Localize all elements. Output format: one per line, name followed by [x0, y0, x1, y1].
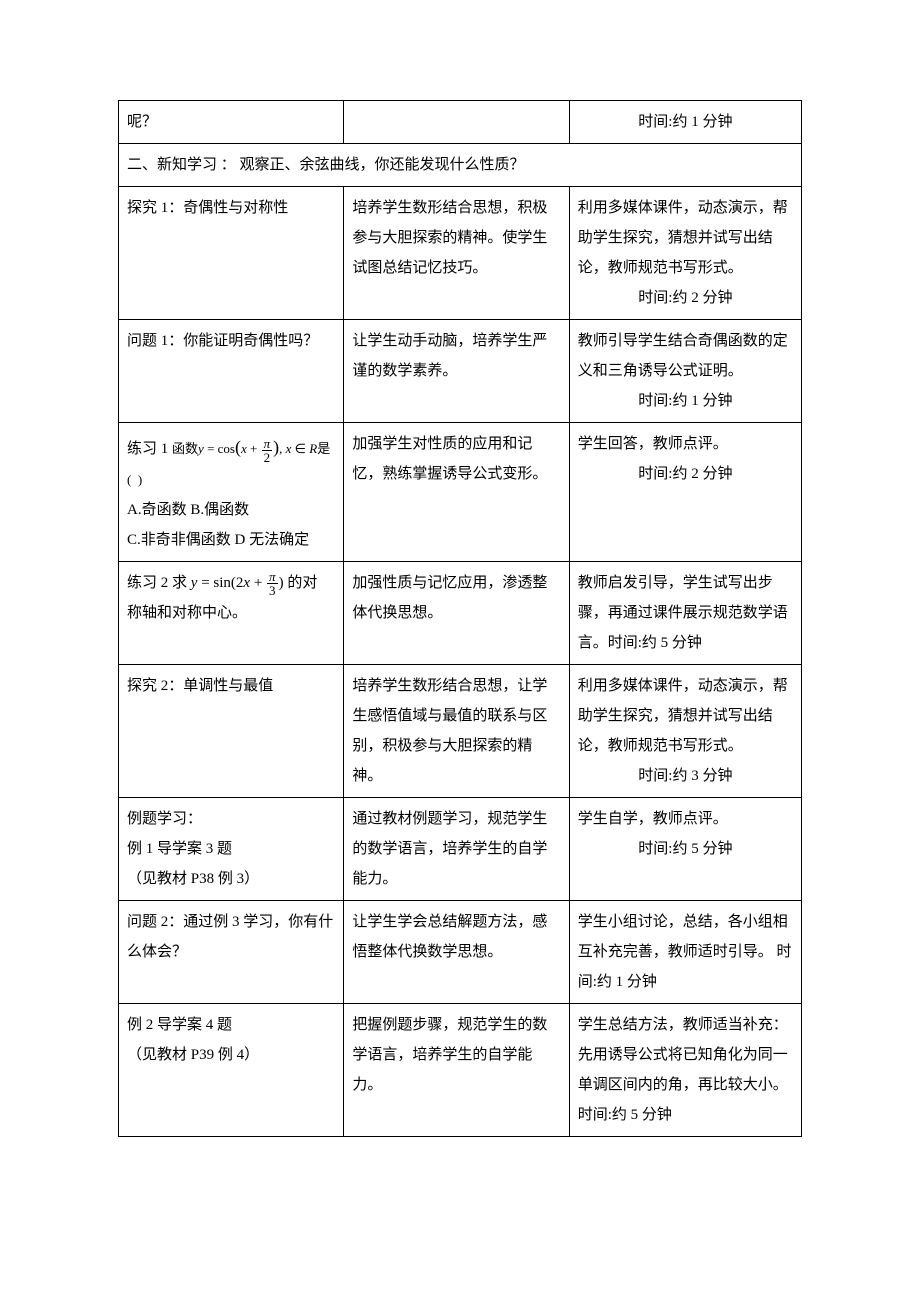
table-row: 探究 2：单调性与最值 培养学生数形结合思想，让学生感悟值域与最值的联系与区别，积…: [119, 665, 802, 798]
cell-line: 练习 2 求 y = sin(2x + π3) 的对: [127, 568, 335, 598]
table-cell: 让学生动手动脑，培养学生严谨的数学素养。: [344, 320, 569, 423]
cell-tail: 时间:约 2 分钟: [578, 459, 793, 489]
cell-text: 加强性质与记忆应用，渗透整体代换思想。: [352, 575, 547, 621]
table-row: 例题学习：例 1 导学案 3 题（见教材 P38 例 3）通过教材例题学习，规范…: [119, 798, 802, 901]
table-cell: 练习 2 求 y = sin(2x + π3) 的对称轴和对称中心。: [119, 562, 344, 665]
lesson-plan-table: 呢？时间:约 1 分钟二、新知学习 ： 观察正、余弦曲线，你还能发现什么性质？探…: [118, 100, 802, 1137]
cell-line: 例题学习：: [127, 804, 335, 834]
cell-tail: 时间:约 5 分钟: [578, 834, 793, 864]
table-cell: 利用多媒体课件，动态演示，帮助学生探究，猜想并试写出结论，教师规范书写形式。时间…: [569, 187, 801, 320]
text: 练习 1: [127, 441, 172, 457]
cell-line: A.奇函数 B.偶函数: [127, 495, 335, 525]
cell-line: 例 1 导学案 3 题: [127, 834, 335, 864]
table-row: 问题 1：你能证明奇偶性吗？ 让学生动手动脑，培养学生严谨的数学素养。 教师引导学…: [119, 320, 802, 423]
table-cell: 学生回答，教师点评。时间:约 2 分钟: [569, 423, 801, 562]
table-cell: 学生小组讨论，总结，各小组相互补充完善，教师适时引导。 时间:约 1 分钟: [569, 901, 801, 1004]
section-header: 二、新知学习 ： 观察正、余弦曲线，你还能发现什么性质？: [119, 144, 802, 187]
table-row: 练习 2 求 y = sin(2x + π3) 的对称轴和对称中心。加强性质与记…: [119, 562, 802, 665]
cell-text: 时间:约 1 分钟: [638, 114, 732, 130]
table-cell: 探究 2：单调性与最值: [119, 665, 344, 798]
cell-text: 把握例题步骤，规范学生的数学语言，培养学生的自学能力。: [352, 1017, 547, 1093]
cell-line: 例 2 导学案 4 题: [127, 1010, 335, 1040]
table-row: 练习 1 函数y = cos(x + π2), x ∈ R是( )A.奇函数 B…: [119, 423, 802, 562]
cell-text: 探究 2：单调性与最值: [127, 678, 273, 694]
cell-line: 称轴和对称中心。: [127, 598, 335, 628]
table-cell: 把握例题步骤，规范学生的数学语言，培养学生的自学能力。: [344, 1004, 569, 1137]
text: 的对: [284, 575, 318, 591]
cell-line: C.非奇非偶函数 D 无法确定: [127, 525, 335, 555]
table-cell: 例 2 导学案 4 题（见教材 P39 例 4）: [119, 1004, 344, 1137]
cell-text: 学生总结方法，教师适当补充：先用诱导公式将已知角化为同一单调区间内的角，再比较大…: [578, 1017, 788, 1123]
table-cell: 问题 1：你能证明奇偶性吗？: [119, 320, 344, 423]
cell-text: 让学生学会总结解题方法，感悟整体代换数学思想。: [352, 914, 547, 960]
cell-text: 学生回答，教师点评。: [578, 436, 728, 452]
cell-text: 通过教材例题学习，规范学生的数学语言，培养学生的自学能力。: [352, 811, 547, 887]
table-row: 例 2 导学案 4 题（见教材 P39 例 4）把握例题步骤，规范学生的数学语言…: [119, 1004, 802, 1137]
cell-text: 学生小组讨论，总结，各小组相互补充完善，教师适时引导。 时间:约 1 分钟: [578, 914, 792, 990]
cell-text: 呢？: [127, 114, 157, 130]
cell-line: （见教材 P38 例 3）: [127, 864, 335, 894]
cell-text: 加强学生对性质的应用和记忆，熟练掌握诱导公式变形。: [352, 436, 547, 482]
table-row: 问题 2：通过例 3 学习，你有什么体会？ 让学生学会总结解题方法，感悟整体代换数…: [119, 901, 802, 1004]
cell-text: 问题 1：你能证明奇偶性吗？: [127, 333, 318, 349]
cell-line: 练习 1 函数y = cos(x + π2), x ∈ R是( ): [127, 429, 335, 495]
table-cell: 利用多媒体课件，动态演示，帮助学生探究，猜想并试写出结论，教师规范书写形式。时间…: [569, 665, 801, 798]
cell-text: 教师引导学生结合奇偶函数的定义和三角诱导公式证明。: [578, 333, 788, 379]
cell-text: 利用多媒体课件，动态演示，帮助学生探究，猜想并试写出结论，教师规范书写形式。: [578, 678, 788, 754]
table-cell: 学生自学，教师点评。时间:约 5 分钟: [569, 798, 801, 901]
table-cell: 加强学生对性质的应用和记忆，熟练掌握诱导公式变形。: [344, 423, 569, 562]
table-cell: 时间:约 1 分钟: [569, 101, 801, 144]
table-cell: 通过教材例题学习，规范学生的数学语言，培养学生的自学能力。: [344, 798, 569, 901]
cell-text: 培养学生数形结合思想，让学生感悟值域与最值的联系与区别，积极参与大胆探索的精神。: [352, 678, 547, 784]
cell-text: 学生自学，教师点评。: [578, 811, 728, 827]
table-cell: 练习 1 函数y = cos(x + π2), x ∈ R是( )A.奇函数 B…: [119, 423, 344, 562]
table-cell: 教师启发引导，学生试写出步骤，再通过课件展示规范数学语言。时间:约 5 分钟: [569, 562, 801, 665]
table-cell: 问题 2：通过例 3 学习，你有什么体会？: [119, 901, 344, 1004]
table-row: 探究 1：奇偶性与对称性 培养学生数形结合思想，积极参与大胆探索的精神。使学生试图…: [119, 187, 802, 320]
cell-text: 教师启发引导，学生试写出步骤，再通过课件展示规范数学语言。时间:约 5 分钟: [578, 575, 788, 651]
text: 练习 2 求: [127, 575, 191, 591]
table-row: 呢？ 时间:约 1 分钟: [119, 101, 802, 144]
cell-text: 让学生动手动脑，培养学生严谨的数学素养。: [352, 333, 547, 379]
table-cell: 呢？: [119, 101, 344, 144]
cell-text: 问题 2：通过例 3 学习，你有什么体会？: [127, 914, 333, 960]
table-cell: 学生总结方法，教师适当补充：先用诱导公式将已知角化为同一单调区间内的角，再比较大…: [569, 1004, 801, 1137]
table-cell: 例题学习：例 1 导学案 3 题（见教材 P38 例 3）: [119, 798, 344, 901]
cell-text: 探究 1：奇偶性与对称性: [127, 200, 288, 216]
table-cell: 培养学生数形结合思想，让学生感悟值域与最值的联系与区别，积极参与大胆探索的精神。: [344, 665, 569, 798]
cell-text: 利用多媒体课件，动态演示，帮助学生探究，猜想并试写出结论，教师规范书写形式。: [578, 200, 788, 276]
table-cell: 让学生学会总结解题方法，感悟整体代换数学思想。: [344, 901, 569, 1004]
table-cell: [344, 101, 569, 144]
cell-tail: 时间:约 2 分钟: [578, 283, 793, 313]
cell-line: （见教材 P39 例 4）: [127, 1040, 335, 1070]
cell-tail: 时间:约 3 分钟: [578, 761, 793, 791]
table-cell: 探究 1：奇偶性与对称性: [119, 187, 344, 320]
cell-text: 培养学生数形结合思想，积极参与大胆探索的精神。使学生试图总结记忆技巧。: [352, 200, 547, 276]
table-cell: 加强性质与记忆应用，渗透整体代换思想。: [344, 562, 569, 665]
table-cell: 教师引导学生结合奇偶函数的定义和三角诱导公式证明。时间:约 1 分钟: [569, 320, 801, 423]
table-cell: 培养学生数形结合思想，积极参与大胆探索的精神。使学生试图总结记忆技巧。: [344, 187, 569, 320]
table-row: 二、新知学习 ： 观察正、余弦曲线，你还能发现什么性质？: [119, 144, 802, 187]
cell-tail: 时间:约 1 分钟: [578, 386, 793, 416]
document-page: 呢？时间:约 1 分钟二、新知学习 ： 观察正、余弦曲线，你还能发现什么性质？探…: [0, 0, 920, 1237]
